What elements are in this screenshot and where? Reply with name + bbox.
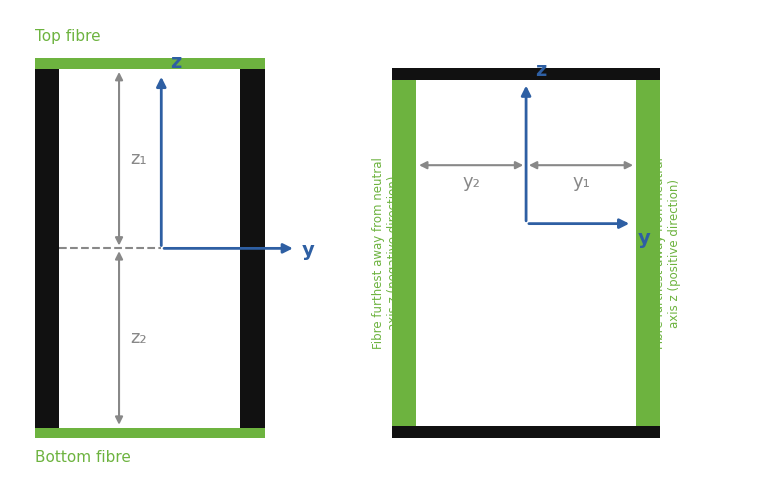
Text: z: z: [170, 53, 182, 72]
Bar: [392, 68, 660, 438]
Text: z₂: z₂: [131, 329, 147, 347]
Text: y₁: y₁: [572, 173, 590, 191]
Bar: [392, 68, 660, 80]
Text: z: z: [535, 61, 547, 80]
Text: Top fibre: Top fibre: [35, 29, 100, 44]
Text: y: y: [302, 241, 315, 261]
Bar: [240, 58, 265, 438]
Bar: [35, 435, 265, 438]
Bar: [35, 428, 265, 438]
Bar: [35, 58, 265, 69]
Bar: [636, 68, 660, 438]
Bar: [392, 426, 660, 438]
Bar: [35, 58, 59, 438]
Text: y: y: [638, 229, 651, 248]
Bar: [392, 68, 416, 438]
Text: Fibre furthest away from neutral
axis z (negative direction): Fibre furthest away from neutral axis z …: [372, 157, 399, 349]
Text: y₂: y₂: [462, 173, 480, 191]
Bar: [35, 58, 265, 438]
Text: z₁: z₁: [131, 150, 147, 168]
Bar: [35, 58, 265, 62]
Text: Bottom fibre: Bottom fibre: [35, 450, 131, 466]
Text: Fibre furthest away from neutral
axis z (positive direction): Fibre furthest away from neutral axis z …: [653, 157, 680, 349]
